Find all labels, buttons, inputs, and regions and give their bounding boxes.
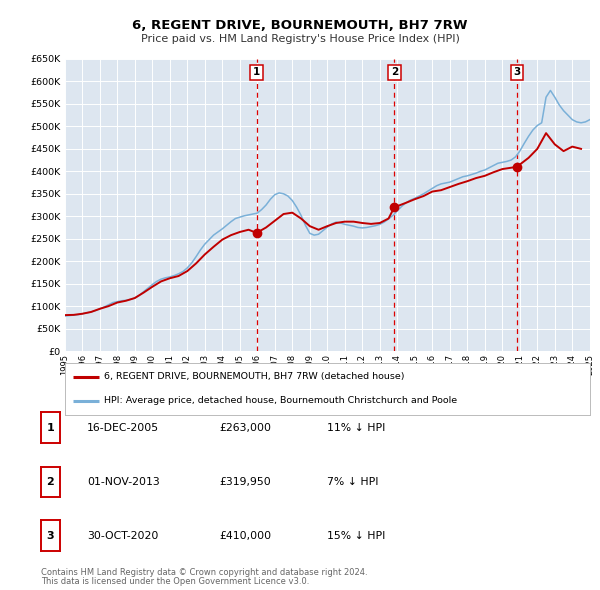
Text: 3: 3: [513, 67, 520, 77]
Text: 01-NOV-2013: 01-NOV-2013: [87, 477, 160, 487]
Text: 11% ↓ HPI: 11% ↓ HPI: [327, 423, 385, 432]
Text: £319,950: £319,950: [219, 477, 271, 487]
Text: Price paid vs. HM Land Registry's House Price Index (HPI): Price paid vs. HM Land Registry's House …: [140, 34, 460, 44]
Text: 7% ↓ HPI: 7% ↓ HPI: [327, 477, 379, 487]
Text: 3: 3: [47, 531, 54, 540]
Text: HPI: Average price, detached house, Bournemouth Christchurch and Poole: HPI: Average price, detached house, Bour…: [104, 396, 457, 405]
Text: 2: 2: [391, 67, 398, 77]
Text: £263,000: £263,000: [219, 423, 271, 432]
Text: Contains HM Land Registry data © Crown copyright and database right 2024.: Contains HM Land Registry data © Crown c…: [41, 568, 367, 577]
Text: 15% ↓ HPI: 15% ↓ HPI: [327, 531, 385, 540]
Text: 1: 1: [253, 67, 260, 77]
Text: 16-DEC-2005: 16-DEC-2005: [87, 423, 159, 432]
Text: £410,000: £410,000: [219, 531, 271, 540]
Text: 1: 1: [47, 423, 54, 432]
Text: This data is licensed under the Open Government Licence v3.0.: This data is licensed under the Open Gov…: [41, 577, 309, 586]
Text: 6, REGENT DRIVE, BOURNEMOUTH, BH7 7RW: 6, REGENT DRIVE, BOURNEMOUTH, BH7 7RW: [132, 19, 468, 32]
Text: 30-OCT-2020: 30-OCT-2020: [87, 531, 158, 540]
Text: 6, REGENT DRIVE, BOURNEMOUTH, BH7 7RW (detached house): 6, REGENT DRIVE, BOURNEMOUTH, BH7 7RW (d…: [104, 372, 404, 381]
Text: 2: 2: [47, 477, 54, 487]
